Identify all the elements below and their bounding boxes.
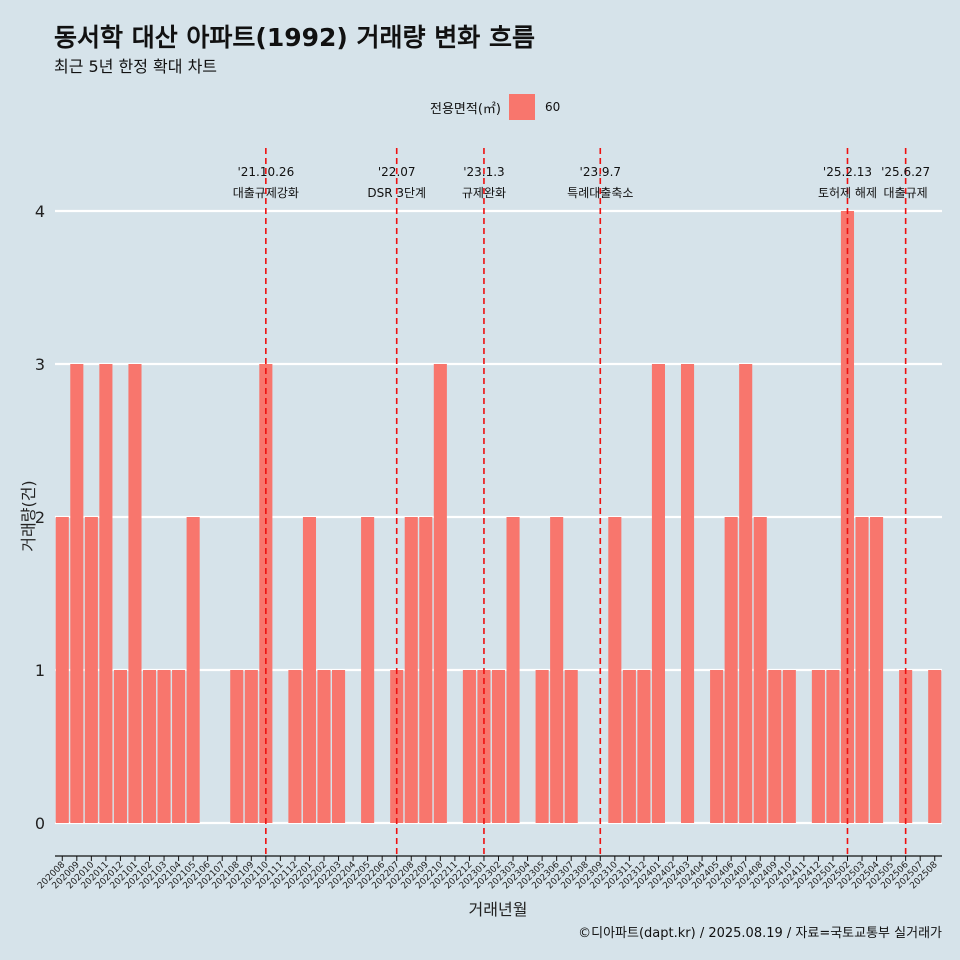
annotation-date: '23.1.3 — [463, 165, 504, 179]
bar — [186, 517, 200, 823]
bar — [99, 364, 113, 823]
y-axis: 0 1 2 3 4 — [35, 202, 45, 833]
bar — [608, 517, 622, 823]
bar — [157, 670, 171, 823]
annotation-lines — [265, 148, 907, 856]
y-tick-label: 4 — [35, 202, 45, 221]
bar — [826, 670, 840, 823]
bar — [332, 670, 346, 823]
bar — [550, 517, 564, 823]
bar — [753, 517, 767, 823]
bar — [419, 517, 433, 823]
bar — [128, 364, 142, 823]
bar — [462, 670, 476, 823]
bar — [302, 517, 317, 823]
bar — [564, 670, 578, 823]
bar — [317, 670, 331, 823]
annotation-text: 규제완화 — [462, 186, 506, 200]
bar — [870, 517, 884, 823]
bar — [680, 364, 695, 823]
x-axis-label: 거래년월 — [469, 900, 528, 919]
bar — [768, 670, 782, 823]
bar — [840, 211, 855, 823]
chart-title: 동서학 대산 아파트(1992) 거래량 변화 흐름 — [54, 23, 535, 52]
legend-title: 전용면적(㎡) — [430, 101, 501, 117]
x-axis: 2020082020092020102020112020122021012021… — [36, 855, 942, 891]
y-tick-label: 2 — [35, 508, 45, 527]
bar — [70, 364, 84, 823]
annotation-text: 토허제 해제 — [818, 186, 877, 200]
bar — [724, 517, 738, 823]
annotation-date: '22.07 — [378, 165, 416, 179]
bar — [244, 670, 258, 823]
bar — [142, 670, 157, 823]
y-axis-label: 거래량(건) — [19, 480, 38, 551]
bar — [288, 670, 302, 823]
bar — [855, 517, 869, 823]
bar — [433, 364, 447, 823]
bars — [55, 211, 942, 823]
annotation-date: '23.9.7 — [580, 165, 621, 179]
y-tick-label: 0 — [35, 814, 45, 833]
bar — [84, 517, 98, 823]
bar — [361, 517, 375, 823]
y-tick-label: 3 — [35, 355, 45, 374]
bar — [506, 517, 520, 823]
chart-subtitle: 최근 5년 한정 확대 차트 — [54, 57, 218, 76]
annotation-date: '21.10.26 — [237, 165, 294, 179]
annotation-text: 대출규제 — [884, 186, 928, 200]
bar — [55, 517, 69, 823]
bar — [928, 670, 942, 823]
bar — [535, 670, 549, 823]
bar — [899, 670, 913, 823]
bar — [651, 364, 665, 823]
bar — [491, 670, 506, 823]
legend-swatch — [508, 94, 535, 120]
bar — [811, 670, 825, 823]
annotation-date: '25.2.13 — [823, 165, 872, 179]
annotation-labels: '21.10.26 대출규제강화 '22.07 DSR 3단계 '23.1.3 규제완화 '… — [233, 165, 930, 200]
bar — [782, 670, 796, 823]
annotation-text: DSR 3단계 — [367, 186, 426, 200]
bar — [710, 670, 724, 823]
bar — [477, 670, 491, 823]
bar — [230, 670, 244, 823]
bar — [739, 364, 753, 823]
bar — [637, 670, 651, 823]
bar — [172, 670, 186, 823]
y-tick-label: 1 — [35, 661, 45, 680]
bar — [390, 670, 404, 823]
legend-label: 60 — [544, 100, 561, 114]
bar — [113, 670, 127, 823]
annotation-text: 대출규제강화 — [233, 186, 299, 200]
annotation-text: 특례대출축소 — [567, 186, 633, 200]
annotation-date: '25.6.27 — [881, 165, 930, 179]
bar — [622, 670, 636, 823]
caption: ©디아파트(dapt.kr) / 2025.08.19 / 자료=국토교통부 실… — [578, 926, 942, 941]
legend: 전용면적(㎡) 60 — [430, 94, 560, 120]
bar — [404, 517, 418, 823]
